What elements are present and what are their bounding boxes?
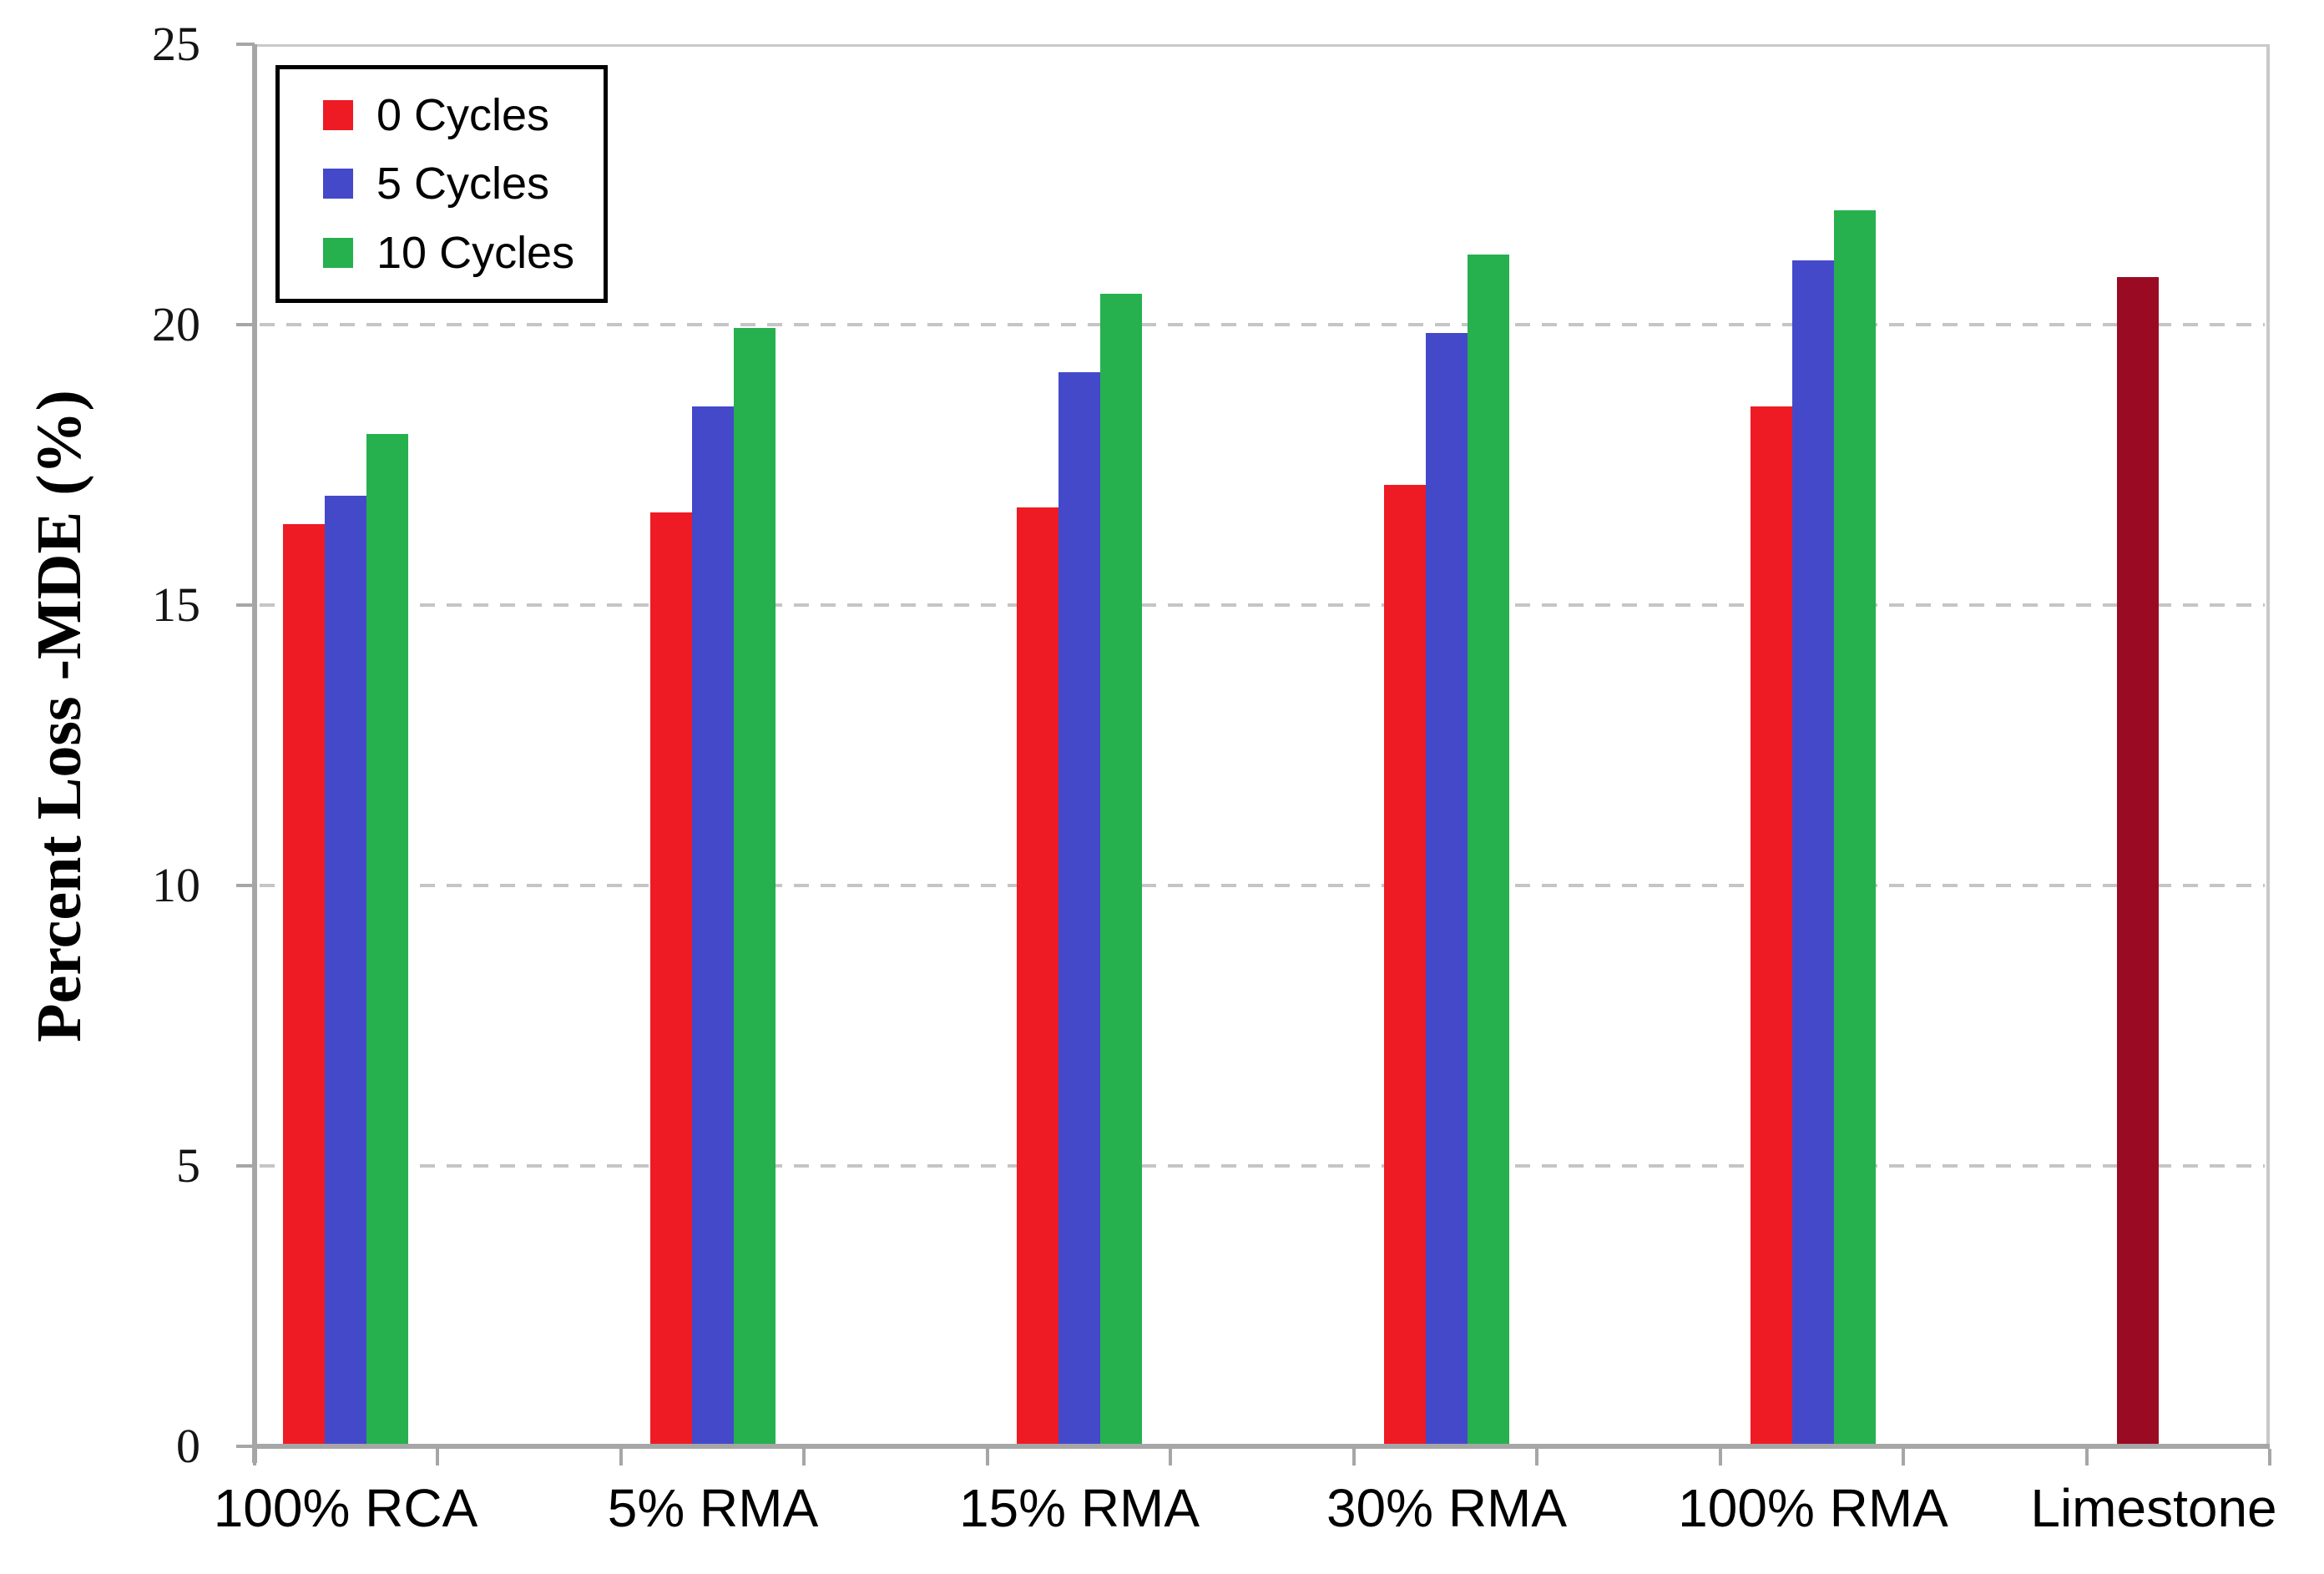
x-tick — [985, 1449, 989, 1466]
gridline-15 — [260, 603, 2265, 607]
x-category-label: 30% RMA — [1326, 1478, 1568, 1538]
y-tick-20 — [236, 323, 255, 326]
gridline-5 — [260, 1164, 2265, 1168]
plot-right-border — [2266, 44, 2270, 1449]
y-tick-15 — [236, 603, 255, 607]
bar-0-cycles-15-rma — [1017, 507, 1058, 1444]
x-tick — [1718, 1449, 1722, 1466]
bar-5-cycles-100-rma — [1792, 260, 1834, 1444]
x-category-label: 100% RCA — [213, 1478, 478, 1538]
x-category-label: Limestone — [2030, 1478, 2277, 1538]
y-tick-label-0: 0 — [176, 1419, 200, 1473]
x-category-label: 5% RMA — [607, 1478, 819, 1538]
y-tick-label-5: 5 — [176, 1138, 200, 1193]
legend-label: 10 Cycles — [376, 227, 575, 278]
x-tick — [2084, 1449, 2089, 1466]
x-tick — [1351, 1449, 1356, 1466]
y-axis-title: Percent Loss -MDE (%) — [24, 390, 94, 1042]
bar-10-cycles-5-rma — [734, 327, 776, 1444]
bar-10-cycles-30-rma — [1468, 255, 1509, 1444]
y-tick-label-15: 15 — [152, 578, 200, 632]
legend-item-0-cycles: 0 Cycles — [323, 90, 595, 140]
y-tick-0 — [236, 1445, 255, 1448]
x-tick — [436, 1449, 440, 1466]
legend-item-5-cycles: 5 Cycles — [323, 159, 595, 209]
y-tick-10 — [236, 884, 255, 887]
y-axis-line — [252, 44, 257, 1463]
bar-limestone — [2117, 277, 2159, 1444]
y-tick-label-10: 10 — [152, 858, 200, 912]
legend-item-10-cycles: 10 Cycles — [323, 228, 595, 278]
x-tick — [1902, 1449, 1906, 1466]
legend: 0 Cycles 5 Cycles 10 Cycles — [275, 65, 608, 303]
legend-swatch-red-icon — [323, 100, 353, 131]
legend-label: 5 Cycles — [376, 159, 550, 209]
bar-10-cycles-100-rca — [366, 434, 408, 1444]
bar-10-cycles-15-rma — [1100, 294, 1142, 1444]
x-tick — [1535, 1449, 1539, 1466]
bar-0-cycles-30-rma — [1384, 484, 1426, 1444]
x-axis-line — [255, 1444, 2270, 1449]
bar-0-cycles-100-rca — [283, 523, 325, 1444]
bar-5-cycles-15-rma — [1058, 372, 1100, 1444]
x-tick — [802, 1449, 806, 1466]
gridline-20 — [260, 323, 2265, 326]
bar-10-cycles-100-rma — [1834, 209, 1876, 1444]
bar-0-cycles-5-rma — [650, 512, 692, 1444]
y-tick-label-20: 20 — [152, 297, 200, 351]
x-tick — [619, 1449, 623, 1466]
x-category-label: 15% RMA — [958, 1478, 1200, 1538]
plot-top-border — [255, 44, 2270, 47]
legend-swatch-blue-icon — [323, 169, 353, 199]
x-tick — [1169, 1449, 1173, 1466]
y-tick-25 — [236, 43, 255, 46]
bar-5-cycles-30-rma — [1426, 333, 1468, 1444]
x-category-label: 100% RMA — [1678, 1478, 1948, 1538]
y-tick-label-25: 25 — [152, 17, 200, 71]
legend-label: 0 Cycles — [376, 90, 550, 141]
bar-0-cycles-100-rma — [1751, 406, 1792, 1444]
y-tick-5 — [236, 1164, 255, 1168]
gridline-10 — [260, 884, 2265, 887]
legend-swatch-green-icon — [323, 237, 353, 268]
bar-5-cycles-100-rca — [325, 496, 366, 1444]
bar-5-cycles-5-rma — [692, 406, 734, 1444]
x-tick — [2268, 1449, 2271, 1466]
